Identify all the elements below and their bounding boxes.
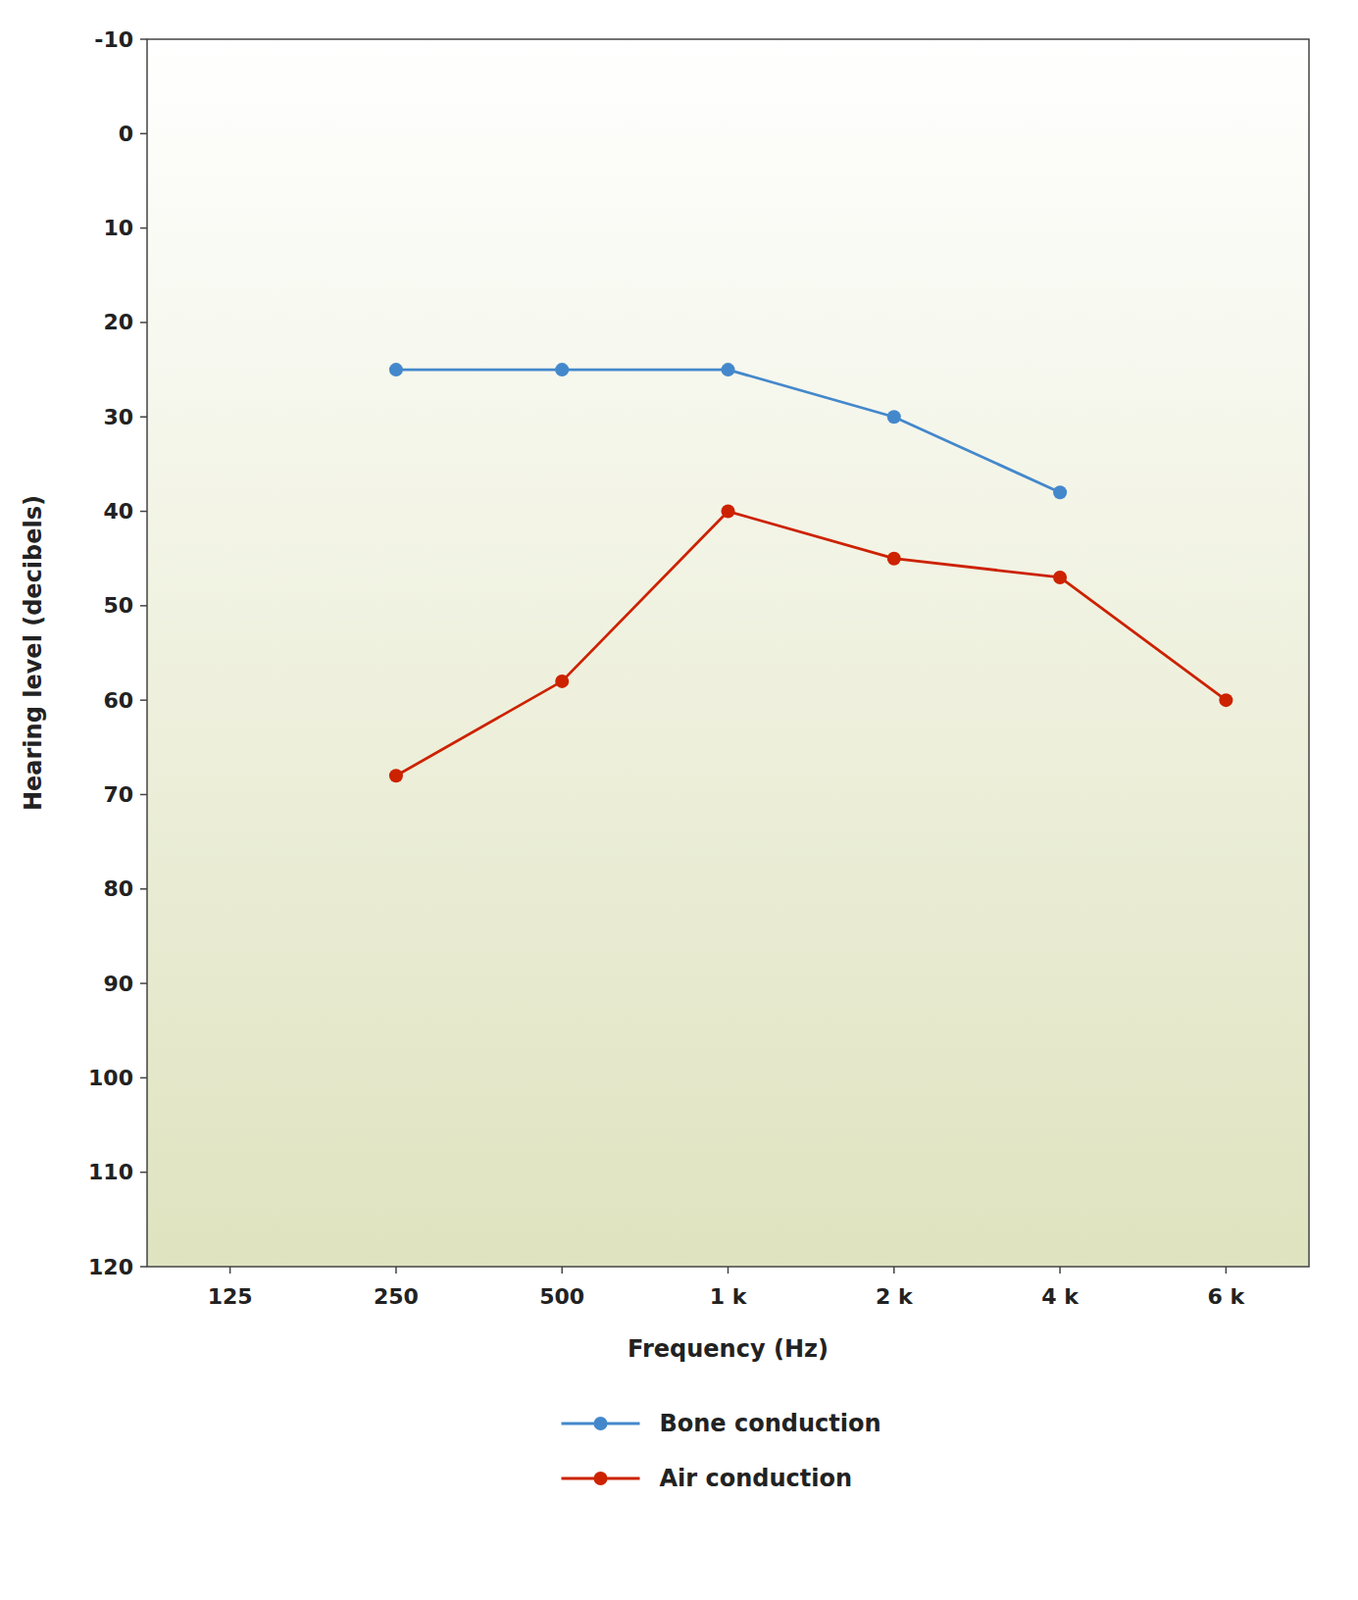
y-tick-label: 70 (102, 782, 134, 807)
y-tick-label: 50 (102, 593, 134, 618)
x-tick (395, 1266, 398, 1274)
y-tick-label: 30 (102, 404, 134, 430)
x-tick (1225, 1266, 1228, 1274)
y-tick (140, 38, 148, 41)
x-tick (893, 1266, 896, 1274)
legend-label: Bone conduction (659, 1409, 882, 1438)
y-tick-label: 60 (102, 688, 134, 713)
series-marker (554, 362, 569, 377)
plot-frame (147, 39, 1309, 1267)
y-tick (140, 1265, 148, 1268)
y-tick (140, 510, 148, 513)
legend-label: Air conduction (659, 1464, 854, 1493)
series-marker (721, 504, 736, 519)
y-tick (140, 321, 148, 324)
series-marker (389, 768, 403, 783)
y-tick (140, 982, 148, 985)
series-marker (721, 362, 736, 377)
y-tick (140, 1171, 148, 1174)
y-tick (140, 227, 148, 230)
x-tick-label: 500 (539, 1284, 585, 1309)
legend-swatch-marker (594, 1416, 608, 1431)
y-tick-label: 20 (102, 309, 134, 335)
series-marker (389, 362, 403, 377)
legend-swatch-marker (594, 1471, 608, 1486)
y-tick (140, 133, 148, 136)
series-marker (554, 674, 569, 689)
y-tick (140, 888, 148, 891)
x-axis-label: Frequency (Hz) (627, 1335, 829, 1363)
legend: Bone conduction Air conduction (561, 1409, 882, 1493)
series-marker (1218, 693, 1233, 707)
x-tick-label: 1 k (709, 1284, 749, 1309)
x-tick-label: 250 (373, 1284, 419, 1309)
y-tick (140, 415, 148, 418)
y-tick-label: -10 (94, 27, 134, 52)
x-tick (727, 1266, 730, 1274)
y-tick-label: 120 (88, 1255, 134, 1280)
y-tick (140, 794, 148, 797)
y-tick (140, 604, 148, 607)
y-tick-label: 10 (102, 215, 134, 241)
x-tick-label: 125 (207, 1284, 253, 1309)
series-marker (1053, 485, 1067, 500)
series-marker (1053, 570, 1067, 585)
y-tick-label: 90 (102, 971, 134, 997)
y-tick-label: 100 (88, 1065, 134, 1091)
y-tick (140, 699, 148, 702)
series-marker (887, 552, 902, 566)
y-axis-label: Hearing level (decibels) (19, 495, 48, 811)
series-line (396, 511, 1226, 777)
x-tick-label: 6 k (1207, 1284, 1247, 1309)
data-group (389, 362, 1233, 783)
y-tick (140, 1077, 148, 1080)
chart-svg: -10 0 10 20 30 40 50 60 70 80 90 100 110 120 125 250 500… (0, 0, 1358, 1600)
x-tick-label: 4 k (1041, 1284, 1080, 1309)
x-tick (1058, 1266, 1061, 1274)
y-tick-label: 80 (102, 876, 134, 902)
x-tick-label: 2 k (875, 1284, 914, 1309)
y-tick-label: 110 (88, 1159, 134, 1185)
y-tick-label: 0 (118, 121, 134, 147)
chart-container: -10 0 10 20 30 40 50 60 70 80 90 100 110 120 125 250 500… (0, 0, 1358, 1600)
x-tick (560, 1266, 563, 1274)
series-marker (887, 409, 902, 424)
y-tick-label: 40 (102, 499, 134, 524)
x-tick (229, 1266, 232, 1274)
series-line (396, 369, 1060, 493)
plot-background (147, 39, 1309, 1267)
